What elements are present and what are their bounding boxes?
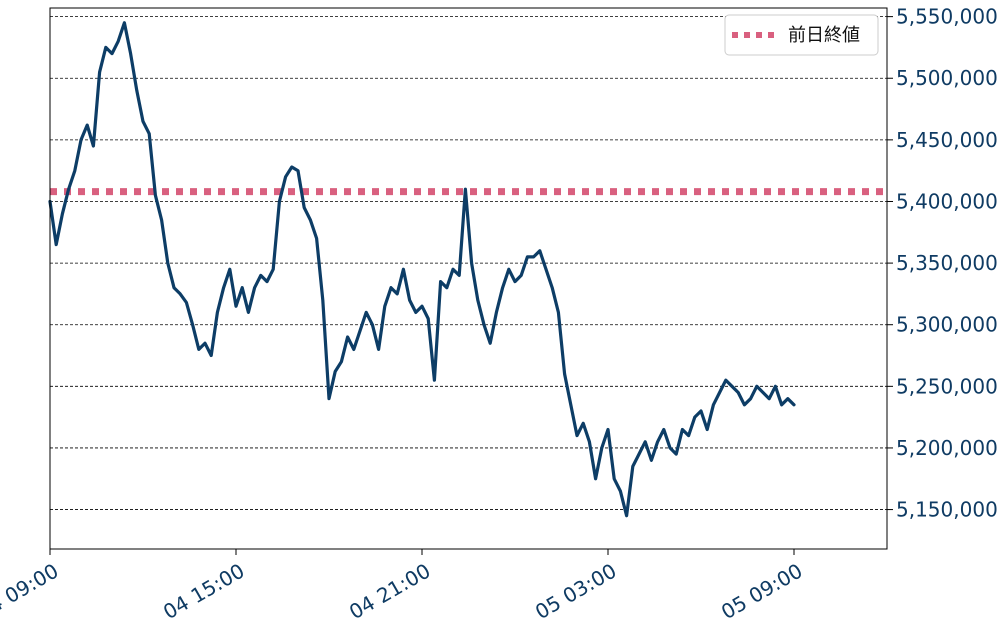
x-tick-label: 05 09:00 — [717, 559, 806, 625]
y-axis: 5,150,000 5,200,000 5,250,000 5,300,000 5,35… — [887, 5, 998, 522]
x-axis: 04 09:00 04 15:00 04 21:00 05 03:00 05 09:00 — [0, 549, 807, 624]
x-tick-label: 05 03:00 — [531, 559, 620, 625]
legend: 前日終値 — [724, 14, 879, 56]
x-tick-label: 04 21:00 — [345, 559, 434, 625]
legend-label: 前日終値 — [788, 25, 860, 46]
y-tick-label: 5,200,000 — [896, 436, 998, 460]
y-tick-label: 5,250,000 — [896, 374, 998, 398]
plot-area — [50, 8, 887, 549]
y-tick-label: 5,150,000 — [896, 498, 998, 522]
y-tick-label: 5,450,000 — [896, 128, 998, 152]
y-tick-label: 5,300,000 — [896, 313, 998, 337]
series-layer — [48, 21, 796, 518]
plot-frame — [49, 7, 888, 550]
y-tick-label: 5,550,000 — [896, 5, 998, 29]
x-tick-label: 04 09:00 — [0, 559, 63, 625]
legend-box — [724, 14, 879, 56]
y-tick-label: 5,500,000 — [896, 66, 998, 90]
y-tick-label: 5,400,000 — [896, 189, 998, 213]
y-tick-label: 5,350,000 — [896, 251, 998, 275]
x-tick-label: 04 15:00 — [159, 559, 248, 625]
price-series-line — [48, 21, 796, 518]
